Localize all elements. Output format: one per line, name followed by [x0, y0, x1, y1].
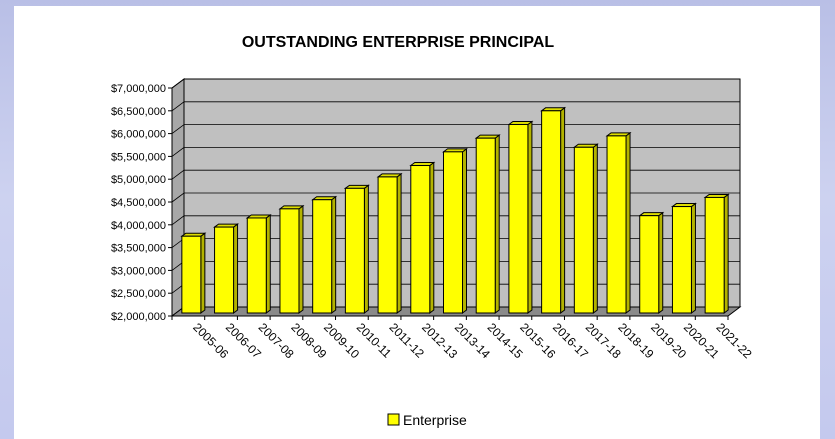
- bar: [540, 106, 567, 314]
- x-axis-ticks: 2005-062006-072007-082008-092009-102010-…: [171, 316, 755, 361]
- y-tick-label: $3,500,000: [111, 243, 166, 255]
- y-tick-label: $6,000,000: [111, 129, 166, 141]
- bar-face: [541, 110, 562, 314]
- bar-face: [639, 215, 660, 314]
- bar: [376, 172, 403, 314]
- bar: [703, 193, 730, 314]
- bar-face: [443, 151, 463, 314]
- bar: [343, 184, 370, 314]
- bar: [245, 213, 272, 314]
- bar-side: [233, 223, 239, 314]
- y-tick-label: $4,500,000: [111, 197, 166, 209]
- bar-face: [410, 165, 431, 314]
- bar-face: [573, 146, 594, 314]
- bar-side: [723, 193, 729, 314]
- bar-face: [214, 226, 235, 314]
- bar: [572, 143, 599, 314]
- bar-face: [508, 123, 529, 314]
- bar-face: [475, 137, 496, 314]
- bar-side: [527, 120, 533, 314]
- legend-label-enterprise: Enterprise: [403, 412, 467, 428]
- bar: [638, 211, 665, 314]
- grid-line: [171, 78, 740, 89]
- bar-face: [246, 217, 267, 314]
- bar-side: [658, 211, 664, 314]
- legend: Enterprise: [387, 412, 467, 428]
- bar-side: [690, 202, 696, 314]
- y-tick-label: $2,500,000: [111, 288, 166, 300]
- bar-side: [331, 195, 337, 314]
- grid-line: [171, 101, 740, 112]
- y-tick-label: $5,500,000: [111, 151, 166, 163]
- bar-side: [298, 204, 304, 314]
- bars: [180, 106, 730, 314]
- bar-side: [265, 213, 271, 314]
- legend-swatch-enterprise: [387, 413, 400, 426]
- bar: [442, 147, 468, 314]
- bar-face: [671, 206, 692, 314]
- bar: [311, 195, 338, 314]
- bar: [605, 131, 632, 314]
- chart-title: OUTSTANDING ENTERPRISE PRINCIPAL: [242, 34, 555, 51]
- bar-side: [363, 184, 369, 314]
- bar-side: [494, 134, 500, 314]
- bar-side: [625, 131, 631, 314]
- bar: [670, 202, 697, 314]
- x-tick-label: 2021-22: [714, 320, 755, 361]
- bar-side: [560, 106, 566, 314]
- bar: [213, 223, 240, 314]
- y-tick-label: $7,000,000: [111, 83, 166, 95]
- bar-face: [279, 208, 300, 314]
- bar-face: [344, 187, 365, 314]
- bar: [507, 120, 534, 314]
- bar: [278, 204, 305, 314]
- bar: [409, 161, 436, 314]
- bar: [474, 134, 501, 314]
- bar-side: [592, 143, 598, 314]
- bar-face: [377, 176, 398, 314]
- y-tick-label: $3,000,000: [111, 265, 166, 277]
- bar-side: [429, 161, 435, 314]
- x-tick-label: 2010-11: [354, 320, 395, 361]
- y-tick-label: $6,500,000: [111, 106, 166, 118]
- bar: [180, 232, 207, 314]
- bar-side: [200, 232, 206, 314]
- bar-face: [704, 196, 725, 314]
- y-axis-ticks: $2,000,000 $2,500,000 $3,000,000 $3,500,000…: [111, 83, 172, 323]
- bar-face: [312, 199, 333, 314]
- x-tick-label: 2011-12: [386, 320, 427, 361]
- bar-face: [181, 235, 202, 314]
- y-tick-label: $5,000,000: [111, 174, 166, 186]
- bar-face: [606, 135, 627, 314]
- bar-side: [396, 172, 402, 314]
- bar-chart: OUTSTANDING ENTERPRISE PRINCIPAL $2,000,…: [111, 34, 755, 428]
- y-tick-label: $4,000,000: [111, 220, 166, 232]
- bar-side: [462, 147, 467, 314]
- chart-panel: OUTSTANDING ENTERPRISE PRINCIPAL $2,000,…: [14, 6, 820, 439]
- y-tick-label: $2,000,000: [111, 311, 166, 323]
